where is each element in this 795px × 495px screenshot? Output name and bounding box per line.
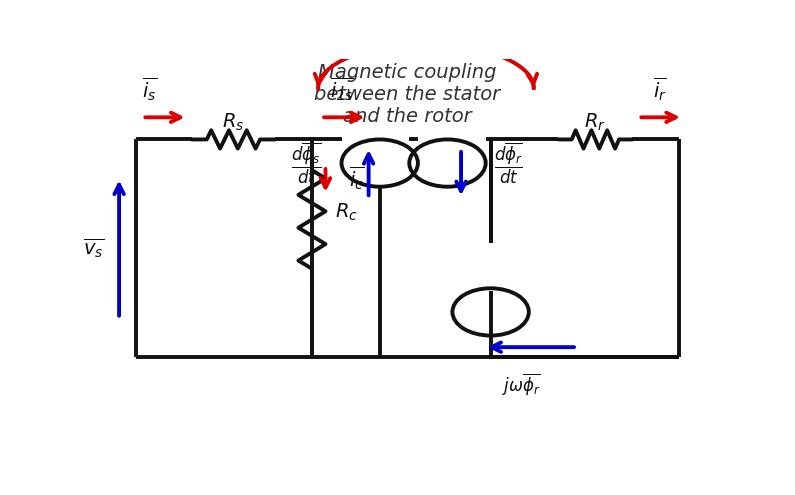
Text: $\overline{i_{2s}}$: $\overline{i_{2s}}$	[330, 75, 354, 103]
Text: $R_s$: $R_s$	[222, 111, 245, 133]
Text: Magnetic coupling
between the stator
and the rotor: Magnetic coupling between the stator and…	[314, 63, 501, 126]
Text: $R_r$: $R_r$	[584, 111, 607, 133]
Text: $\dfrac{d\overline{\phi_s}}{dt}$: $\dfrac{d\overline{\phi_s}}{dt}$	[291, 141, 321, 186]
Text: $\overline{v_s}$: $\overline{v_s}$	[83, 236, 104, 260]
Text: $\overline{i_s}$: $\overline{i_s}$	[142, 75, 157, 103]
Text: $j\omega\overline{\phi_r}$: $j\omega\overline{\phi_r}$	[502, 372, 541, 398]
Text: $\overline{i_r}$: $\overline{i_r}$	[653, 75, 666, 103]
Text: $\overline{i_c}$: $\overline{i_c}$	[349, 163, 364, 192]
Text: $R_c$: $R_c$	[335, 201, 359, 223]
Text: $\dfrac{d\overline{\phi_r}}{dt}$: $\dfrac{d\overline{\phi_r}}{dt}$	[494, 141, 522, 186]
